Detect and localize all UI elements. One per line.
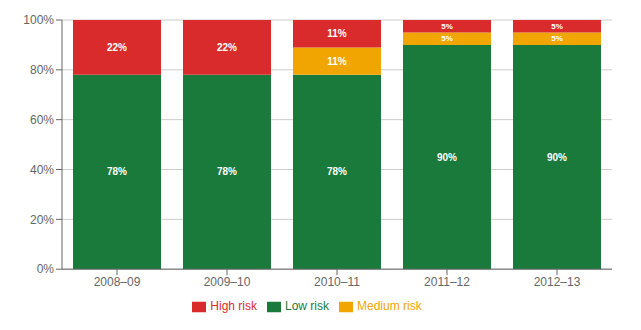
svg-text:2012–13: 2012–13: [534, 275, 581, 289]
html-text:Medium risk: Medium risk: [357, 299, 422, 314]
svg-text:22%: 22%: [107, 42, 127, 53]
svg-text:5%: 5%: [551, 22, 563, 31]
svg-text:78%: 78%: [327, 166, 347, 177]
svg-text:11%: 11%: [327, 28, 347, 39]
svg-text:60%: 60%: [30, 113, 54, 127]
svg-text:80%: 80%: [30, 63, 54, 77]
svg-text:11%: 11%: [327, 56, 347, 67]
svg-text:90%: 90%: [547, 152, 567, 163]
svg-text:78%: 78%: [107, 166, 127, 177]
html-text:Low risk: Low risk: [285, 299, 329, 314]
svg-text:5%: 5%: [441, 34, 453, 43]
svg-text:2011–12: 2011–12: [424, 275, 470, 289]
svg-text:5%: 5%: [441, 22, 453, 31]
svg-text:40%: 40%: [30, 163, 54, 177]
svg-text:5%: 5%: [551, 34, 563, 43]
svg-text:0%: 0%: [37, 262, 55, 276]
svg-text:100%: 100%: [23, 13, 54, 27]
svg-text:2008–09: 2008–09: [94, 275, 141, 289]
svg-text:2009–10: 2009–10: [204, 275, 251, 289]
svg-text:78%: 78%: [217, 166, 237, 177]
html-text:High risk: High risk: [210, 299, 257, 314]
svg-text:22%: 22%: [217, 42, 237, 53]
svg-text:20%: 20%: [30, 213, 54, 227]
svg-text:90%: 90%: [437, 152, 457, 163]
svg-text:2010–11: 2010–11: [314, 275, 360, 289]
